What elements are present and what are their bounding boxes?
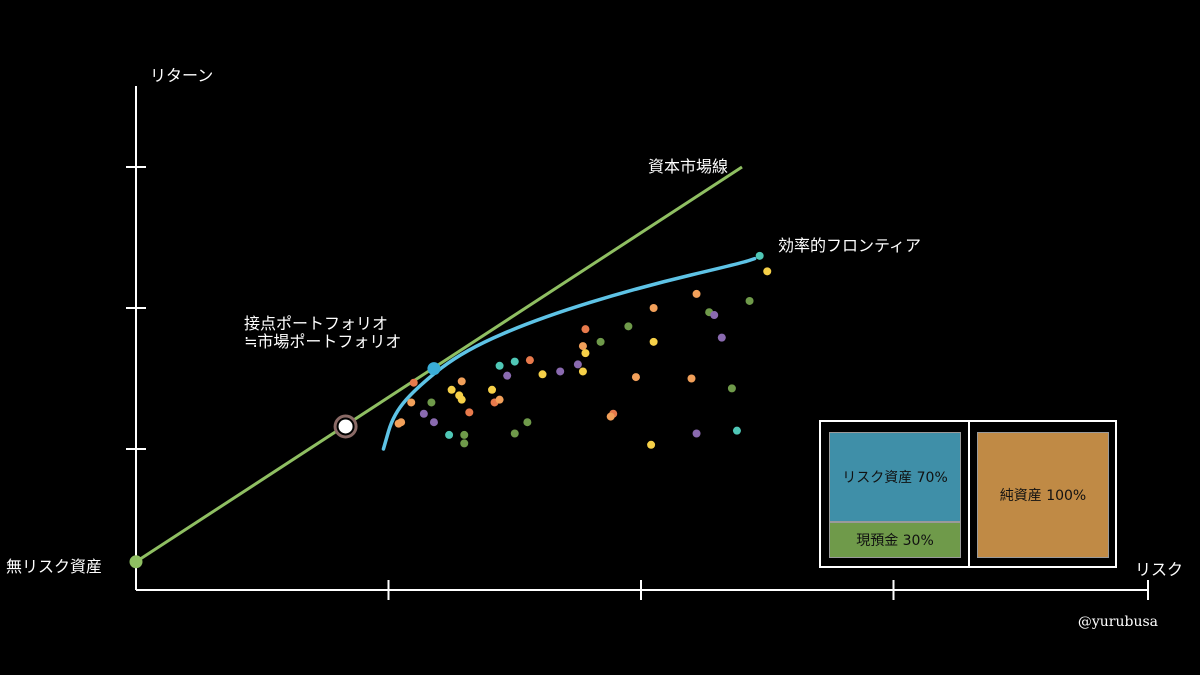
asset-point-16 — [488, 385, 497, 394]
asset-point-50 — [763, 267, 772, 276]
scatter-points — [394, 251, 772, 449]
asset-point-43 — [710, 311, 719, 320]
asset-point-12 — [457, 395, 466, 404]
asset-point-39 — [647, 440, 656, 449]
asset-point-3 — [409, 378, 418, 387]
risk-asset-block: リスク資産 70% — [829, 432, 961, 522]
asset-point-23 — [523, 418, 532, 427]
asset-point-20 — [503, 371, 512, 380]
asset-point-46 — [727, 384, 736, 393]
risk-free-point — [129, 555, 143, 569]
asset-point-47 — [732, 426, 741, 435]
asset-point-28 — [578, 367, 587, 376]
market-portfolio-point — [338, 419, 353, 434]
asset-point-41 — [692, 289, 701, 298]
asset-point-35 — [624, 322, 633, 331]
chart-lines — [135, 165, 757, 564]
net-asset-block: 純資産 100% — [977, 432, 1109, 558]
asset-point-14 — [460, 439, 469, 448]
asset-point-13 — [460, 430, 469, 439]
asset-point-36 — [631, 373, 640, 382]
asset-point-49 — [755, 251, 764, 260]
asset-point-32 — [596, 337, 605, 346]
tangent-label-1: 接点ポートフォリオ — [244, 314, 389, 333]
asset-point-11 — [457, 377, 466, 386]
asset-point-24 — [525, 356, 534, 365]
axes — [126, 86, 1149, 600]
tangent-portfolio-point — [427, 362, 441, 376]
asset-point-21 — [510, 357, 519, 366]
asset-point-30 — [581, 349, 590, 358]
asset-point-38 — [649, 304, 658, 312]
asset-point-18 — [495, 395, 504, 404]
frontier-label: 効率的フロンティア — [778, 236, 922, 255]
balance-sheet-divider — [968, 422, 970, 566]
asset-point-19 — [495, 361, 504, 370]
asset-point-40 — [687, 374, 696, 383]
asset-point-4 — [407, 398, 416, 407]
asset-point-44 — [692, 429, 701, 438]
balance-sheet-box: リスク資産 70% 現預金 30% 純資産 100% — [819, 420, 1117, 568]
tangent-label-2: ≒市場ポートフォリオ — [244, 332, 402, 351]
asset-point-22 — [510, 429, 519, 438]
efficient-frontier-curve — [381, 256, 757, 451]
asset-point-7 — [429, 418, 438, 427]
asset-point-2 — [397, 418, 406, 427]
cash-block: 現預金 30% — [829, 522, 961, 558]
markers — [129, 362, 441, 569]
asset-point-27 — [573, 360, 582, 369]
credit-handle: @yurubusa — [1077, 614, 1158, 630]
asset-point-6 — [427, 398, 436, 407]
asset-point-31 — [581, 325, 590, 334]
risk-free-label: 無リスク資産 — [6, 557, 103, 576]
y-axis-label: リターン — [150, 66, 214, 85]
x-axis-label: リスク — [1135, 560, 1184, 579]
asset-point-34 — [606, 412, 615, 421]
asset-point-8 — [445, 430, 454, 439]
asset-point-26 — [556, 367, 565, 376]
asset-point-45 — [717, 333, 726, 342]
asset-point-15 — [465, 408, 474, 417]
asset-point-29 — [578, 342, 587, 351]
asset-point-25 — [538, 370, 547, 379]
asset-point-5 — [419, 409, 428, 418]
asset-point-9 — [447, 385, 456, 394]
asset-point-48 — [745, 296, 754, 305]
capital-market-line — [135, 165, 743, 564]
asset-point-37 — [649, 337, 658, 346]
cml-label: 資本市場線 — [648, 157, 729, 176]
